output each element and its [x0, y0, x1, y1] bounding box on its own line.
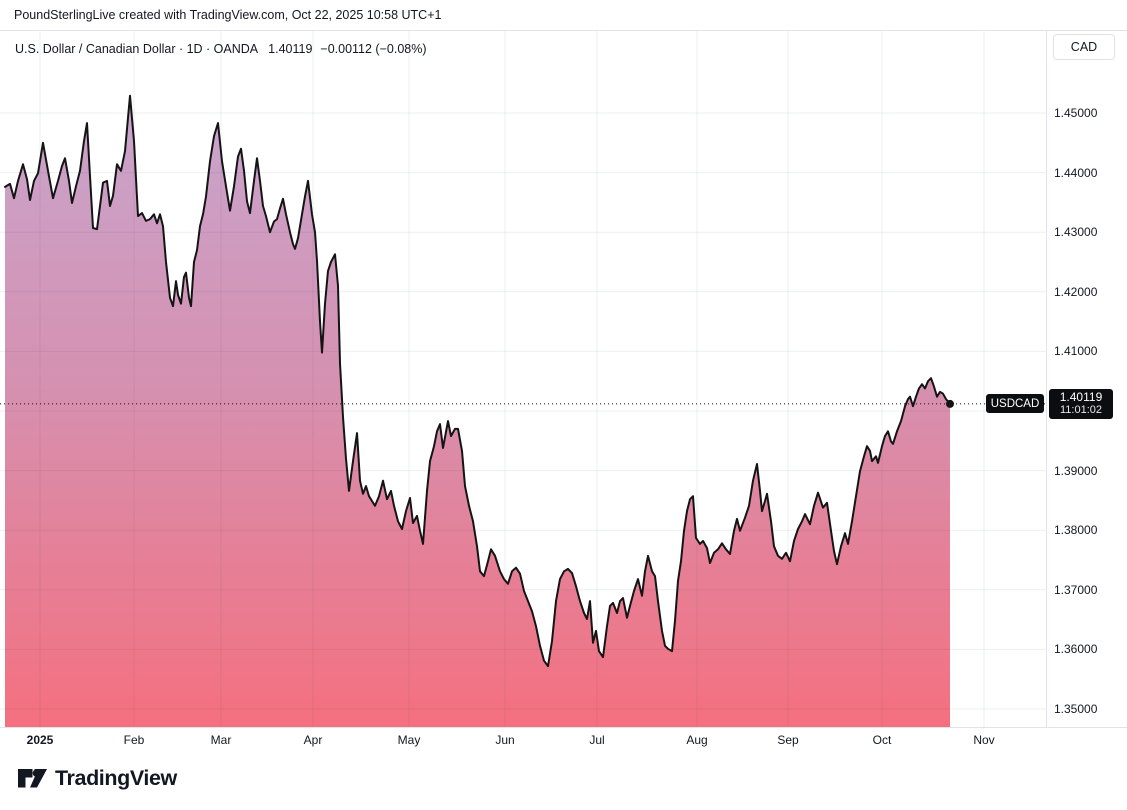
price-tick: 1.41000: [1054, 344, 1098, 359]
symbol-pill-text: USDCAD: [990, 397, 1040, 410]
time-tick: Jun: [495, 733, 515, 747]
price-tick: 1.43000: [1054, 225, 1098, 240]
attribution-text: PoundSterlingLive created with TradingVi…: [14, 8, 442, 22]
symbol-title[interactable]: U.S. Dollar / Canadian Dollar · 1D · OAN…: [15, 42, 259, 56]
legend-last-price: 1.40119: [268, 42, 313, 56]
price-tick: 1.35000: [1054, 702, 1098, 716]
time-tick: Apr: [303, 733, 323, 747]
time-tick: Sep: [777, 733, 799, 747]
time-tick: Feb: [123, 733, 145, 747]
series-line: [4, 94, 951, 668]
price-tick: 1.38000: [1054, 523, 1098, 538]
time-tick: Jul: [589, 733, 605, 747]
tradingview-logo[interactable]: TradingView: [18, 765, 177, 792]
time-axis[interactable]: 2025 Feb Mar Apr May Jun Jul Aug Sep Oct Nov: [0, 727, 1127, 753]
last-price-dot: [946, 399, 954, 408]
last-price-axis-label: 1.40119 11:01:02: [1049, 388, 1113, 419]
area-chart-svg[interactable]: [0, 31, 1046, 727]
series-area-fill: [5, 95, 950, 727]
time-tick: Mar: [210, 733, 232, 747]
gridlines: [0, 31, 1046, 727]
price-tick: 1.45000: [1054, 106, 1098, 120]
time-tick: Oct: [872, 733, 892, 747]
price-chart-canvas[interactable]: USDCAD: [0, 31, 1046, 727]
price-tick: 1.42000: [1054, 284, 1098, 299]
symbol-price-pill: USDCAD: [986, 394, 1044, 414]
footer: TradingView: [0, 751, 1127, 810]
price-tick: 1.36000: [1054, 642, 1098, 657]
time-tick: May: [397, 733, 421, 747]
last-price-value: 1.40119: [1059, 390, 1103, 405]
currency-toggle-button[interactable]: CAD: [1053, 34, 1115, 60]
time-tick: Nov: [973, 733, 995, 747]
price-tick: 1.44000: [1054, 165, 1098, 180]
chart-area: U.S. Dollar / Canadian Dollar · 1D · OAN…: [0, 30, 1127, 753]
price-tick: 1.39000: [1054, 463, 1098, 478]
legend-change: −0.00112 (−0.08%): [320, 42, 427, 56]
price-axis[interactable]: CAD 1.45000 1.44000 1.43000 1.42000 1.41000 1…: [1046, 31, 1127, 752]
tradingview-logo-icon: [18, 769, 47, 788]
time-tick: Aug: [686, 733, 708, 747]
price-tick: 1.37000: [1054, 582, 1098, 597]
attribution-bar: PoundSterlingLive created with TradingVi…: [0, 0, 1127, 30]
tradingview-logo-text: TradingView: [55, 766, 177, 790]
time-tick: 2025: [26, 733, 54, 747]
chart-legend[interactable]: U.S. Dollar / Canadian Dollar · 1D · OAN…: [15, 42, 427, 56]
bar-countdown: 11:01:02: [1059, 404, 1102, 417]
